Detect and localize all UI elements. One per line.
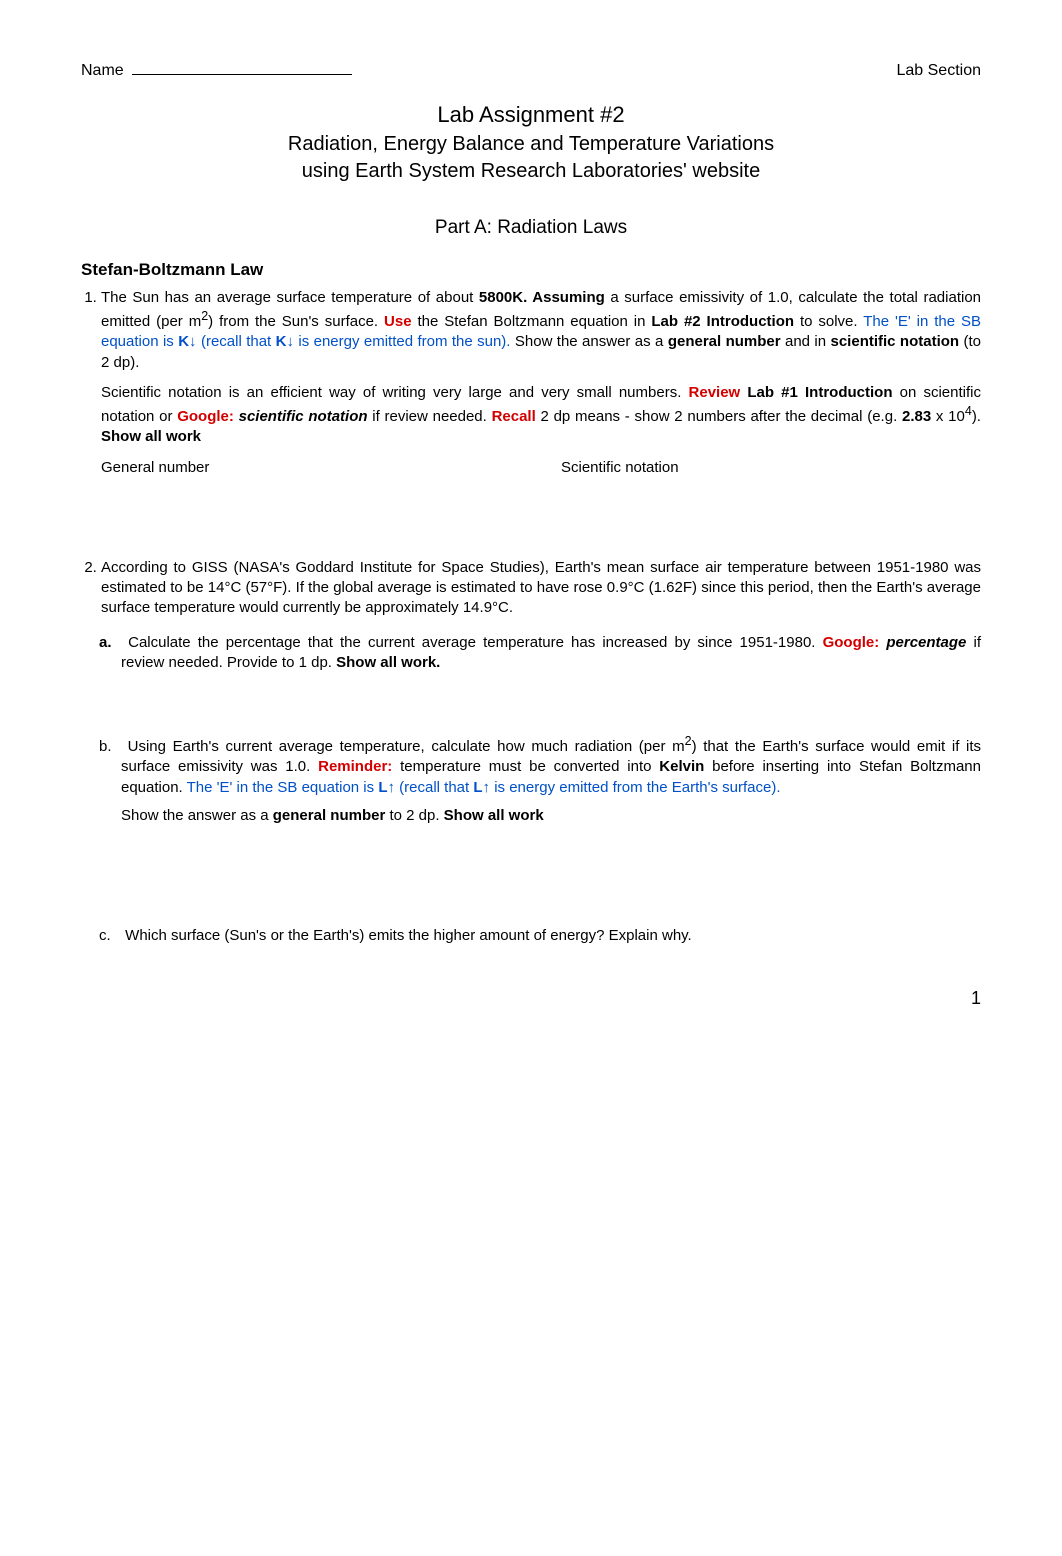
q2c: c. Which surface (Sun's or the Earth's) …	[121, 926, 981, 946]
q2-text: According to GISS (NASA's Goddard Instit…	[101, 559, 981, 617]
part-a-title: Part A: Radiation Laws	[81, 215, 981, 241]
page-number: 1	[81, 986, 981, 1010]
title-sub2: using Earth System Research Laboratories…	[81, 158, 981, 185]
question-1: The Sun has an average surface temperatu…	[101, 288, 981, 478]
name-field: Name	[81, 60, 352, 82]
q1-note: Scientific notation is an efficient way …	[101, 383, 981, 448]
title-main: Lab Assignment #2	[81, 100, 981, 130]
q2b-show: Show the answer as a general number to 2…	[121, 806, 981, 826]
question-list: The Sun has an average surface temperatu…	[81, 288, 981, 947]
title-block: Lab Assignment #2 Radiation, Energy Bala…	[81, 100, 981, 186]
q1-general-col: General number	[101, 458, 521, 478]
q1-answer-cols: General number Scientific notation	[101, 458, 981, 478]
q2-sublist: a. Calculate the percentage that the cur…	[101, 633, 981, 947]
sb-heading: Stefan-Boltzmann Law	[81, 259, 981, 282]
q1-text: The Sun has an average surface temperatu…	[101, 289, 981, 371]
section-label: Lab Section	[896, 60, 981, 82]
title-sub1: Radiation, Energy Balance and Temperatur…	[81, 131, 981, 158]
q1-sci-col: Scientific notation	[561, 458, 981, 478]
name-label: Name	[81, 62, 124, 79]
name-blank-line[interactable]	[132, 74, 352, 75]
q2a: a. Calculate the percentage that the cur…	[121, 633, 981, 674]
question-2: According to GISS (NASA's Goddard Instit…	[101, 558, 981, 947]
q2b: b. Using Earth's current average tempera…	[121, 733, 981, 826]
header-row: Name Lab Section	[81, 60, 981, 82]
